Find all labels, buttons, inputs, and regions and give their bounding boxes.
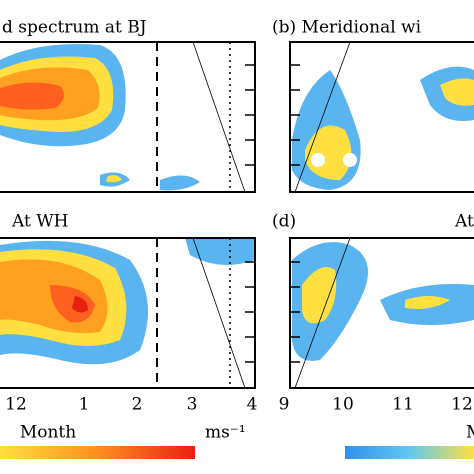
contours-a bbox=[0, 44, 200, 191]
x-tick-label: 12 bbox=[451, 395, 473, 415]
panel-title: d spectrum at BJ bbox=[2, 18, 147, 38]
colorbar bbox=[0, 446, 195, 459]
panel-title: (b) Meridional wi bbox=[272, 18, 422, 38]
x-tick-label: 9 bbox=[279, 395, 290, 415]
x-axis-label: M bbox=[466, 423, 474, 443]
x-tick-label: 10 bbox=[332, 395, 354, 415]
x-axis-label: Month bbox=[20, 423, 76, 443]
minor-ticks bbox=[245, 64, 300, 363]
x-tick-label: 1 bbox=[79, 395, 90, 415]
panel-title: At WH bbox=[11, 212, 69, 232]
panel-title: At bbox=[454, 212, 474, 232]
contours-b bbox=[292, 66, 474, 190]
colorbar-unit: ms⁻¹ bbox=[205, 423, 246, 443]
x-tick-label: 12 bbox=[5, 395, 27, 415]
panel-frame bbox=[0, 41, 256, 193]
contours-c bbox=[0, 238, 255, 365]
panel-frame bbox=[289, 237, 474, 389]
reference-lines bbox=[156, 41, 351, 389]
panel-frame bbox=[0, 237, 256, 389]
x-tick-label: 4 bbox=[247, 395, 258, 415]
x-tick-label: 11 bbox=[392, 395, 414, 415]
panel-title: (d) bbox=[272, 212, 296, 232]
x-tick-label: 3 bbox=[187, 395, 198, 415]
colorbar bbox=[345, 446, 474, 459]
contours-d bbox=[292, 242, 474, 361]
x-tick-label: 2 bbox=[132, 395, 143, 415]
panel-frame bbox=[289, 41, 474, 193]
